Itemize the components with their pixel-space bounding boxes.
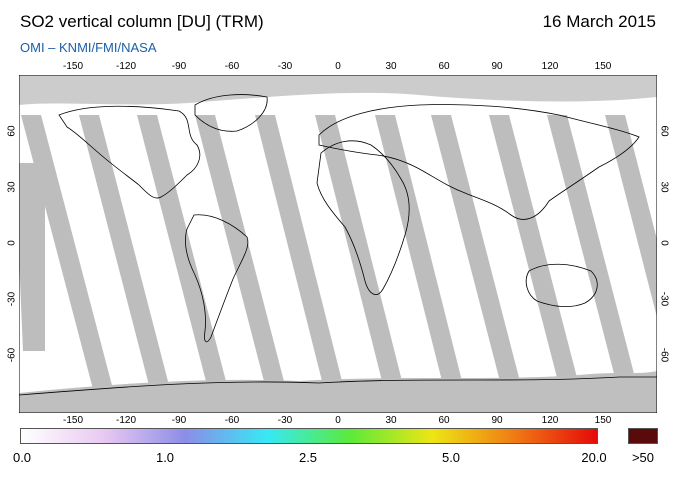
lon-tick-bottom: -120 xyxy=(115,415,137,426)
lon-tick-bottom: -90 xyxy=(171,415,187,426)
lon-tick-bottom: -60 xyxy=(224,415,240,426)
lat-tick-right: 0 xyxy=(658,240,670,246)
lon-tick-bottom: 90 xyxy=(491,415,503,426)
lat-tick-left: 30 xyxy=(6,181,18,193)
lat-tick-left: -60 xyxy=(6,347,18,363)
lon-tick-top: 60 xyxy=(438,61,450,72)
lon-tick-bottom: -30 xyxy=(277,415,293,426)
lon-tick-bottom: 60 xyxy=(438,415,450,426)
lat-tick-left: 0 xyxy=(6,240,18,246)
lon-tick-bottom: 0 xyxy=(335,415,341,426)
lon-tick-bottom: 30 xyxy=(385,415,397,426)
lon-tick-top: 90 xyxy=(491,61,503,72)
data-source-credit: OMI – KNMI/FMI/NASA xyxy=(20,40,157,55)
map-title: SO2 vertical column [DU] (TRM) xyxy=(20,12,264,31)
coastlines xyxy=(19,94,657,396)
lat-tick-right: 30 xyxy=(658,181,670,193)
lon-tick-top: -150 xyxy=(62,61,84,72)
lat-tick-right: -30 xyxy=(658,291,670,307)
lon-tick-top: 30 xyxy=(385,61,397,72)
colorbar-label: 20.0 xyxy=(581,450,607,465)
lon-tick-bottom: 150 xyxy=(594,415,612,426)
colorbar-label: 0.0 xyxy=(12,450,32,465)
lon-tick-top: -120 xyxy=(115,61,137,72)
colorbar-label: 5.0 xyxy=(441,450,461,465)
eurasia-outline xyxy=(318,104,640,220)
lat-tick-left: -30 xyxy=(6,291,18,307)
lon-tick-top: -60 xyxy=(224,61,240,72)
map-date: 16 March 2015 xyxy=(542,12,656,31)
antarctic-no-data xyxy=(19,371,657,413)
lon-tick-top: 150 xyxy=(594,61,612,72)
africa-outline xyxy=(316,140,410,295)
arctic-no-data xyxy=(19,75,657,105)
coverage-gap-swaths xyxy=(19,115,657,393)
colorbar-overflow-label: >50 xyxy=(631,450,655,465)
lon-tick-top: 0 xyxy=(335,61,341,72)
antarctica-outline xyxy=(19,376,657,396)
lon-tick-bottom: -150 xyxy=(62,415,84,426)
australia-outline xyxy=(525,263,598,307)
lat-tick-left: 60 xyxy=(6,125,18,137)
lat-tick-right: -60 xyxy=(658,347,670,363)
so2-colorbar xyxy=(20,428,598,444)
lon-tick-top: -90 xyxy=(171,61,187,72)
lon-tick-bottom: 120 xyxy=(541,415,559,426)
colorbar-overflow-swatch xyxy=(628,428,658,444)
greenland-outline xyxy=(194,94,268,132)
colorbar-label: 1.0 xyxy=(155,450,175,465)
lat-tick-right: 60 xyxy=(658,125,670,137)
lon-tick-top: -30 xyxy=(277,61,293,72)
south-america-outline xyxy=(185,214,249,343)
lon-tick-top: 120 xyxy=(541,61,559,72)
colorbar-label: 2.5 xyxy=(298,450,318,465)
north-america-outline xyxy=(58,105,201,199)
so2-world-map xyxy=(19,75,657,413)
